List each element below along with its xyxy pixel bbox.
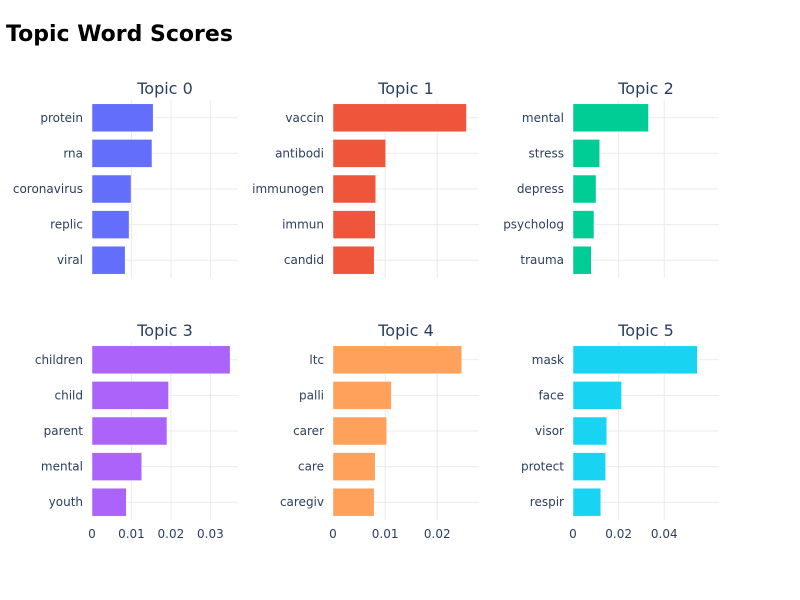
bar	[332, 487, 375, 517]
x-tick-label: 0	[569, 527, 577, 541]
category-label: youth	[49, 495, 83, 509]
subplot-topic-1: Topic 1 vaccin antibodi immunogen immun candi…	[252, 79, 479, 278]
x-tick-label: 0.02	[605, 527, 632, 541]
bar	[332, 139, 386, 168]
x-tick-label: 0.02	[158, 527, 185, 541]
category-label: parent	[44, 424, 84, 438]
bar	[572, 416, 608, 446]
bar	[332, 452, 376, 481]
category-label: depress	[517, 182, 564, 196]
category-label: carer	[293, 424, 324, 438]
x-tick-label: 0.03	[197, 527, 224, 541]
chart-title: Topic Word Scores	[6, 22, 233, 47]
category-label: mask	[532, 353, 564, 367]
bar	[572, 174, 597, 204]
subplot-topic-2: Topic 2 mental stress depress psycholog traum…	[503, 79, 719, 278]
bar	[572, 103, 649, 133]
x-tick-label: 0.02	[424, 527, 451, 541]
subplot-topic-0: Topic 0 protein rna coronavirus replic viral	[13, 79, 238, 278]
category-label: protein	[40, 111, 83, 125]
bar	[572, 245, 592, 275]
category-label: mental	[41, 460, 83, 474]
bar	[91, 452, 142, 481]
category-label: viral	[57, 253, 83, 267]
category-label: care	[298, 460, 324, 474]
subplot-title: Topic 2	[617, 79, 674, 98]
subplot-topic-3: Topic 3 children child parent mental youth 0 0.…	[35, 321, 238, 541]
category-label: immun	[282, 218, 324, 232]
category-label: psycholog	[503, 218, 564, 232]
x-tick-label: 0.01	[372, 527, 399, 541]
subplot-title: Topic 0	[136, 79, 193, 98]
bar	[91, 487, 127, 517]
subplot-topic-5: Topic 5 mask face visor protect respir 0 0.02 0.…	[521, 321, 719, 541]
subplot-title: Topic 4	[377, 321, 434, 340]
category-label: coronavirus	[13, 182, 83, 196]
bar	[572, 139, 600, 168]
bar	[91, 174, 132, 204]
category-label: immunogen	[252, 182, 324, 196]
category-label: palli	[299, 388, 324, 402]
subplot-topic-4: Topic 4 ltc palli carer care caregiv 0 0.01 0.02	[280, 321, 479, 541]
category-label: face	[538, 388, 564, 402]
bar	[91, 245, 126, 275]
bar	[572, 381, 622, 410]
category-label: rna	[63, 146, 83, 160]
category-label: child	[55, 388, 84, 402]
bar	[91, 381, 169, 410]
bar	[91, 103, 154, 133]
category-label: mental	[522, 111, 564, 125]
bar	[91, 416, 168, 446]
x-tick-label: 0.01	[118, 527, 145, 541]
x-tick-label: 0	[88, 527, 96, 541]
category-label: antibodi	[275, 146, 324, 160]
bar	[572, 210, 595, 239]
category-label: ltc	[309, 353, 324, 367]
category-label: caregiv	[280, 495, 324, 509]
category-label: replic	[50, 218, 83, 232]
bar	[572, 345, 698, 375]
bar	[332, 103, 467, 133]
bar	[332, 245, 375, 275]
bar	[332, 174, 377, 204]
category-label: stress	[528, 146, 564, 160]
category-label: respir	[530, 495, 564, 509]
bar	[332, 381, 392, 410]
bar	[91, 345, 231, 375]
category-label: visor	[535, 424, 564, 438]
bar	[91, 210, 130, 239]
bar	[332, 210, 376, 239]
bar	[332, 416, 387, 446]
category-label: children	[35, 353, 83, 367]
bar	[572, 487, 602, 517]
category-label: candid	[284, 253, 324, 267]
category-label: protect	[521, 460, 564, 474]
bar	[91, 139, 153, 168]
subplot-title: Topic 1	[377, 79, 434, 98]
subplot-title: Topic 3	[136, 321, 193, 340]
bar	[572, 452, 606, 481]
subplot-title: Topic 5	[617, 321, 674, 340]
x-tick-label: 0.04	[651, 527, 678, 541]
bar	[332, 345, 463, 375]
x-tick-label: 0	[329, 527, 337, 541]
category-label: trauma	[520, 253, 564, 267]
category-label: vaccin	[285, 111, 324, 125]
